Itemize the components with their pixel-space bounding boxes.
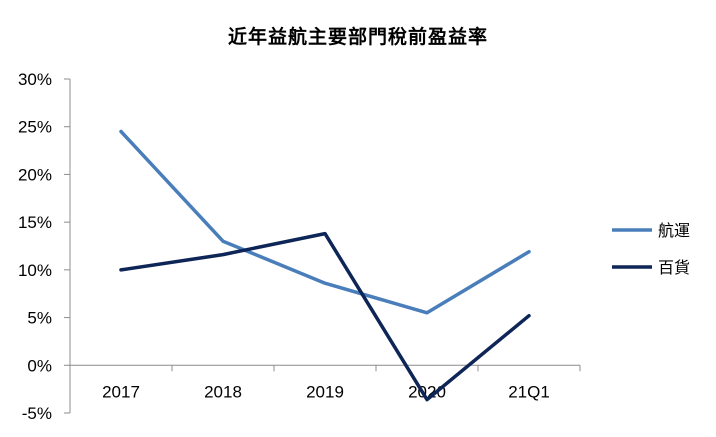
tick-labels: 30%25%20%15%10%5%0%-5%2017 2018 2019 2020 21… xyxy=(18,70,550,423)
series-line-1 xyxy=(119,129,531,315)
y-tick-label: 25% xyxy=(18,118,52,137)
series-lines xyxy=(119,129,531,402)
y-tick-label: 20% xyxy=(18,165,52,184)
y-tick-label: 15% xyxy=(18,213,52,232)
legend-label: 百貨 xyxy=(658,258,690,277)
x-tick-label: 2018 xyxy=(204,382,242,401)
chart-title: 近年益航主要部門稅前盈益率 xyxy=(227,26,488,48)
legend-label: 航運 xyxy=(658,221,690,240)
y-tick-label: 5% xyxy=(27,309,52,328)
y-tick-label: 10% xyxy=(18,261,52,280)
axes xyxy=(64,78,581,414)
series-line-2 xyxy=(119,231,531,402)
x-tick-label: 2019 xyxy=(306,382,344,401)
y-tick-label: 0% xyxy=(27,356,52,375)
y-tick-label: -5% xyxy=(22,404,52,423)
x-tick-label: 21Q1 xyxy=(508,382,550,401)
y-tick-label: 30% xyxy=(18,70,52,89)
x-tick-label: 2017 xyxy=(102,382,140,401)
